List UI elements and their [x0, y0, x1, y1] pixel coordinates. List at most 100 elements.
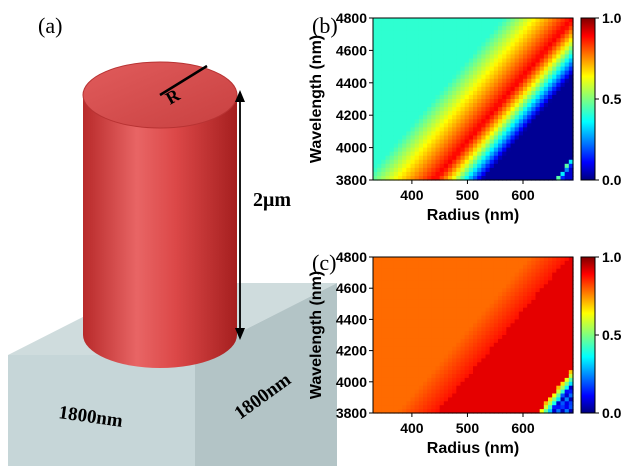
heatmap-cell: [456, 374, 462, 379]
heatmap-cell: [377, 362, 382, 367]
heatmap-cell: [481, 171, 487, 177]
heatmap-cell: [514, 299, 520, 305]
heatmap-cell: [493, 409, 499, 414]
heatmap-cell: [452, 167, 457, 173]
heatmap-cell: [435, 34, 441, 39]
heatmap-cell: [493, 22, 499, 27]
heatmap-cell: [518, 143, 524, 149]
heatmap-cell: [385, 58, 391, 64]
heatmap-cell: [527, 272, 532, 278]
heatmap-cell: [406, 342, 412, 348]
heatmap-cell: [389, 119, 395, 124]
heatmap-cell: [373, 147, 378, 153]
heatmap-cell: [498, 303, 503, 309]
heatmap-cell: [398, 151, 403, 157]
heatmap-cell: [568, 74, 574, 80]
heatmap-cell: [506, 159, 512, 165]
heatmap-cell: [518, 319, 524, 324]
heatmap-cell: [418, 264, 424, 270]
heatmap-cell: [552, 86, 557, 92]
heatmap-cell: [435, 311, 441, 317]
heatmap-cell: [418, 58, 424, 64]
heatmap-cell: [493, 38, 499, 43]
heatmap-cell: [556, 381, 562, 387]
heatmap-cell: [531, 151, 537, 157]
heatmap-cell: [523, 26, 528, 31]
heatmap-cell: [439, 78, 445, 84]
heatmap-cell: [431, 393, 437, 398]
heatmap-cell: [531, 268, 537, 274]
heatmap-cell: [477, 335, 482, 340]
heatmap-cell: [531, 327, 537, 332]
heatmap-cell: [377, 311, 382, 317]
heatmap-cell: [452, 331, 457, 336]
heatmap-cell: [539, 90, 545, 96]
heatmap-cell: [548, 58, 553, 64]
heatmap-cell: [431, 389, 437, 395]
heatmap-cell: [456, 385, 462, 391]
heatmap-cell: [531, 82, 537, 88]
heatmap-cell: [381, 276, 387, 281]
heatmap-cell: [423, 264, 428, 270]
heatmap-cell: [564, 331, 570, 336]
heatmap-cell: [506, 167, 512, 173]
heatmap-cell: [406, 54, 412, 60]
heatmap-cell: [502, 292, 507, 297]
heatmap-cell: [481, 46, 487, 51]
heatmap-cell: [552, 284, 557, 289]
heatmap-cell: [448, 22, 453, 27]
heatmap-cell: [556, 370, 562, 375]
heatmap-cell: [410, 171, 416, 177]
heatmap-cell: [493, 264, 499, 270]
heatmap-cell: [481, 34, 487, 39]
heatmap-cell: [464, 350, 470, 356]
heatmap-cell: [523, 135, 528, 141]
heatmap-cell: [389, 260, 395, 266]
heatmap-cell: [393, 107, 399, 112]
heatmap-cell: [443, 135, 449, 141]
heatmap-cell: [531, 131, 537, 137]
heatmap-cell: [460, 131, 466, 137]
heatmap-cell: [373, 389, 378, 395]
heatmap-cell: [523, 147, 528, 153]
panel-c-label: (c): [312, 250, 336, 275]
heatmap-cell: [410, 350, 416, 356]
heatmap-cell: [452, 127, 457, 132]
heatmap-cell: [481, 139, 487, 145]
heatmap-cell: [498, 50, 503, 56]
heatmap-cell: [393, 409, 399, 414]
heatmap-cell: [564, 119, 570, 124]
heatmap-cell: [443, 276, 449, 281]
heatmap-cell: [564, 288, 570, 293]
heatmap-cell: [402, 82, 407, 88]
heatmap-cell: [502, 377, 507, 383]
heatmap-cell: [543, 299, 549, 305]
heatmap-cell: [518, 66, 524, 72]
heatmap-cell: [556, 350, 562, 356]
heatmap-cell: [552, 103, 557, 108]
heatmap-cell: [456, 335, 462, 340]
heatmap-cell: [414, 401, 420, 406]
heatmap-cell: [431, 94, 437, 100]
heatmap-cell: [535, 50, 541, 56]
heatmap-cell: [468, 119, 474, 124]
x-tick-label: 400: [400, 420, 424, 436]
heatmap-cell: [435, 374, 441, 379]
heatmap-cell: [498, 46, 503, 51]
heatmap-cell: [531, 260, 537, 266]
heatmap-cell: [464, 409, 470, 414]
heatmap-cell: [431, 58, 437, 64]
heatmap-cell: [389, 46, 395, 51]
heatmap-cell: [510, 155, 516, 161]
heatmap-cell: [514, 268, 520, 274]
heatmap-cell: [431, 272, 437, 278]
heatmap-cell: [548, 86, 553, 92]
heatmap-cell: [402, 299, 407, 305]
heatmap-cell: [564, 26, 570, 31]
heatmap-cell: [510, 167, 516, 173]
x-tick-label: 500: [456, 420, 480, 436]
heatmap-cell: [427, 42, 432, 47]
heatmap-cell: [493, 331, 499, 336]
heatmap-cell: [414, 393, 420, 398]
heatmap-cell: [468, 38, 474, 43]
